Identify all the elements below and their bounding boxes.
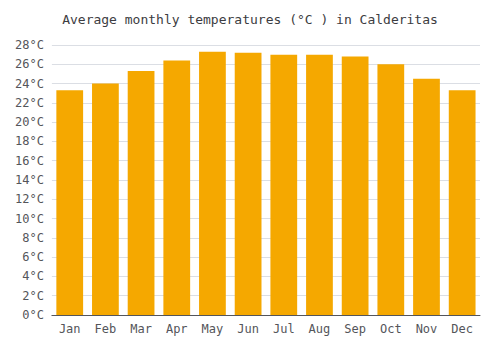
svg-text:Nov: Nov: [416, 322, 438, 336]
svg-text:16°C: 16°C: [15, 154, 44, 168]
svg-text:Oct: Oct: [380, 322, 402, 336]
svg-text:10°C: 10°C: [15, 212, 44, 226]
svg-text:Jul: Jul: [273, 322, 295, 336]
svg-text:Average monthly temperatures (: Average monthly temperatures (°C ) in Ca…: [62, 12, 438, 27]
svg-text:0°C: 0°C: [22, 308, 44, 322]
svg-text:Apr: Apr: [166, 322, 188, 336]
svg-text:18°C: 18°C: [15, 134, 44, 148]
svg-text:Feb: Feb: [95, 322, 117, 336]
svg-text:14°C: 14°C: [15, 173, 44, 187]
svg-text:24°C: 24°C: [15, 77, 44, 91]
svg-text:4°C: 4°C: [22, 269, 44, 283]
svg-text:Aug: Aug: [309, 322, 331, 336]
svg-text:Sep: Sep: [344, 322, 366, 336]
svg-text:12°C: 12°C: [15, 192, 44, 206]
svg-text:20°C: 20°C: [15, 115, 44, 129]
svg-text:Jan: Jan: [59, 322, 81, 336]
svg-text:22°C: 22°C: [15, 96, 44, 110]
svg-text:Jun: Jun: [237, 322, 259, 336]
svg-text:May: May: [202, 322, 224, 336]
svg-text:8°C: 8°C: [22, 231, 44, 245]
svg-text:28°C: 28°C: [15, 38, 44, 52]
svg-text:Mar: Mar: [130, 322, 152, 336]
svg-text:26°C: 26°C: [15, 57, 44, 71]
svg-text:6°C: 6°C: [22, 250, 44, 264]
svg-text:Dec: Dec: [451, 322, 473, 336]
svg-text:2°C: 2°C: [22, 289, 44, 303]
